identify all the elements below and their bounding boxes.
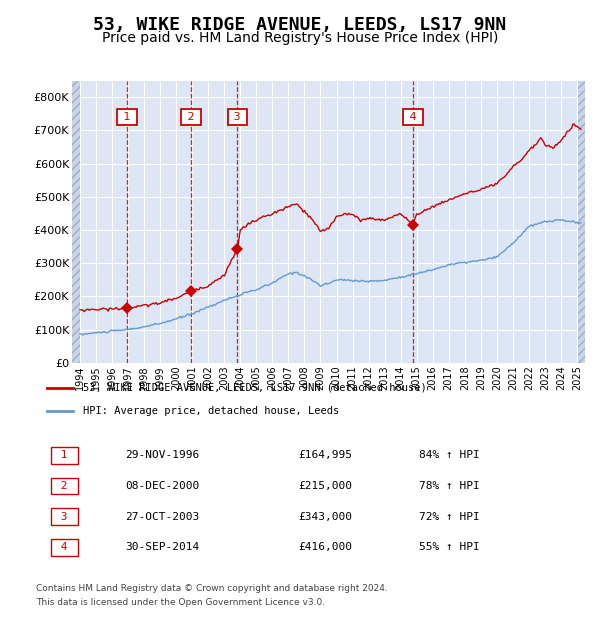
Text: 53, WIKE RIDGE AVENUE, LEEDS, LS17 9NN: 53, WIKE RIDGE AVENUE, LEEDS, LS17 9NN xyxy=(94,16,506,33)
Bar xyxy=(72,81,80,363)
Text: £416,000: £416,000 xyxy=(299,542,353,552)
Text: £343,000: £343,000 xyxy=(299,512,353,521)
Text: 2: 2 xyxy=(55,481,74,491)
Text: 4: 4 xyxy=(406,112,420,122)
Text: 1: 1 xyxy=(55,450,74,460)
Bar xyxy=(578,81,585,363)
Text: 3: 3 xyxy=(230,112,244,122)
Text: 53, WIKE RIDGE AVENUE, LEEDS, LS17 9NN (detached house): 53, WIKE RIDGE AVENUE, LEEDS, LS17 9NN (… xyxy=(83,383,427,392)
Text: 4: 4 xyxy=(55,542,74,552)
Text: 29-NOV-1996: 29-NOV-1996 xyxy=(125,450,199,460)
Text: 2: 2 xyxy=(184,112,199,122)
Text: £215,000: £215,000 xyxy=(299,481,353,491)
Text: Price paid vs. HM Land Registry's House Price Index (HPI): Price paid vs. HM Land Registry's House … xyxy=(102,31,498,45)
Text: £164,995: £164,995 xyxy=(299,450,353,460)
Text: 84% ↑ HPI: 84% ↑ HPI xyxy=(419,450,480,460)
Text: Contains HM Land Registry data © Crown copyright and database right 2024.: Contains HM Land Registry data © Crown c… xyxy=(36,584,388,593)
Text: 3: 3 xyxy=(55,512,74,521)
Text: 55% ↑ HPI: 55% ↑ HPI xyxy=(419,542,480,552)
Text: 1: 1 xyxy=(120,112,134,122)
Text: 30-SEP-2014: 30-SEP-2014 xyxy=(125,542,199,552)
Text: HPI: Average price, detached house, Leeds: HPI: Average price, detached house, Leed… xyxy=(83,406,340,416)
Text: 08-DEC-2000: 08-DEC-2000 xyxy=(125,481,199,491)
Text: 72% ↑ HPI: 72% ↑ HPI xyxy=(419,512,480,521)
Text: 78% ↑ HPI: 78% ↑ HPI xyxy=(419,481,480,491)
Text: This data is licensed under the Open Government Licence v3.0.: This data is licensed under the Open Gov… xyxy=(36,598,325,607)
Text: 27-OCT-2003: 27-OCT-2003 xyxy=(125,512,199,521)
